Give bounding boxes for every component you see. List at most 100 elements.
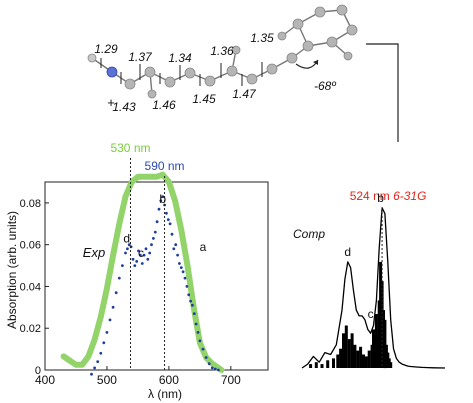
comp-stick: [336, 354, 340, 368]
exp-axes: 400 500 600 700 0 0.02 0.04 0.06 0.08: [20, 181, 269, 387]
exp-peak-labels: dc b a: [123, 192, 206, 260]
wavelength-marker-label: 590 nm: [145, 159, 185, 173]
y-tick-label: 0.04: [20, 281, 41, 293]
exp-data-point: [178, 262, 181, 265]
comp-stick: [320, 364, 324, 368]
y-tick-label: 0.02: [20, 323, 41, 335]
wavelength-unit: nm: [165, 159, 185, 173]
comp-marker-unit: nm: [370, 189, 390, 203]
exp-data-point: [148, 251, 152, 255]
exp-series-label: Exp: [83, 245, 105, 260]
exp-thick-line: [60, 171, 225, 373]
exp-wavelength-markers: 530 nm 590 nm: [110, 141, 185, 370]
exp-data-point: [102, 341, 106, 345]
wavelength-marker-label: 530 nm: [110, 141, 150, 155]
exp-data-point: [155, 220, 159, 224]
comp-stick: [326, 360, 330, 368]
exp-data-point: [137, 249, 140, 253]
comp-stick: [356, 350, 360, 368]
exp-data-point: [90, 372, 93, 376]
exp-data-point: [157, 207, 161, 211]
exp-plot-frame: [44, 181, 269, 371]
exp-data-point: [210, 366, 214, 370]
comp-stick: [309, 364, 313, 368]
comp-peak-label: b: [377, 191, 384, 205]
exp-data-point: [170, 232, 174, 236]
exp-data-point: [139, 253, 142, 257]
exp-data-point: [179, 266, 183, 269]
exp-data-point: [198, 339, 202, 343]
comp-stick: [389, 362, 393, 368]
comp-stick: [383, 319, 387, 369]
exp-peak-label: b: [159, 192, 166, 206]
exp-data-point: [126, 247, 129, 251]
exp-data-point: [131, 257, 135, 261]
wavelength-value: 590: [145, 159, 165, 173]
exp-data-point: [168, 222, 172, 226]
x-tick-label: 600: [159, 373, 179, 387]
exp-data-point: [142, 253, 146, 257]
bond-length-8: 1.47: [232, 87, 257, 101]
exp-data-point: [207, 362, 211, 366]
y-tick-label: 0.08: [20, 198, 41, 210]
comp-line: [301, 207, 446, 369]
bond-length-5: 1.34: [168, 51, 192, 65]
bond-length-9: 1.35: [250, 31, 274, 45]
bond-length-4: 1.46: [152, 98, 176, 112]
exp-data-point: [161, 195, 165, 199]
comp-stick: [344, 325, 348, 368]
comp-stick: [342, 333, 345, 368]
exp-data-point: [159, 199, 163, 203]
x-tick-label: 400: [35, 373, 55, 387]
comp-peak-label: d: [344, 245, 351, 259]
exp-peak-label: a: [200, 240, 207, 254]
comp-stick: [347, 339, 351, 368]
exp-data-point: [213, 367, 217, 371]
comp-peak-label: c: [368, 307, 374, 321]
exp-data-point: [196, 331, 200, 334]
torsion-arrowhead-icon: [313, 60, 318, 65]
exp-data-point: [187, 293, 191, 297]
comp-series-label: Comp: [293, 227, 325, 241]
exp-data-point: [172, 247, 176, 251]
bond-length-3: 1.37: [128, 50, 153, 64]
exp-dot-series: [90, 195, 220, 376]
exp-data-point: [140, 262, 144, 265]
exp-peak-label: d: [123, 232, 130, 246]
exp-data-point: [217, 368, 220, 372]
exp-data-point: [144, 247, 148, 251]
exp-data-point: [127, 243, 131, 247]
exp-data-point: [183, 276, 187, 280]
x-tick-label: 500: [97, 373, 117, 387]
exp-data-point: [192, 312, 196, 315]
exp-data-point: [204, 356, 208, 359]
comp-marker-label: 524 nm 6-31G: [350, 189, 427, 203]
comp-wavelength-marker: 524 nm 6-31G: [350, 189, 427, 368]
exp-data-point: [166, 218, 170, 222]
y-tick-label: 0.06: [20, 240, 41, 252]
exp-data-point: [111, 305, 115, 309]
comp-marker-label: 524: [350, 189, 370, 203]
molecule-atoms: [87, 4, 358, 99]
computational-chart: 524 nm 6-31G d c b Comp: [293, 189, 446, 369]
exp-data-point: [185, 285, 189, 288]
torsion-arrow-icon: [295, 59, 319, 69]
exp-data-point: [108, 318, 112, 322]
comp-marker-basis: 6-31G: [390, 189, 427, 203]
bond-ticks: [100, 58, 263, 86]
comp-stick: [364, 356, 368, 368]
bond-length-2: 1.43: [112, 100, 136, 114]
exp-data-point: [114, 291, 118, 295]
charge-label: +: [107, 95, 115, 110]
exp-data-point: [201, 347, 205, 351]
nitrogen-atom: [106, 66, 118, 78]
y-tick-label: 0: [35, 365, 41, 377]
bond-length-1: 1.29: [94, 42, 118, 56]
comp-stick: [359, 346, 363, 368]
comp-stick: [314, 362, 318, 368]
exp-data-point: [189, 299, 193, 303]
exp-data-point: [150, 243, 153, 247]
exp-data-point: [96, 360, 100, 363]
exp-data-point: [99, 351, 103, 355]
comp-peak-labels: d c b: [344, 191, 384, 321]
